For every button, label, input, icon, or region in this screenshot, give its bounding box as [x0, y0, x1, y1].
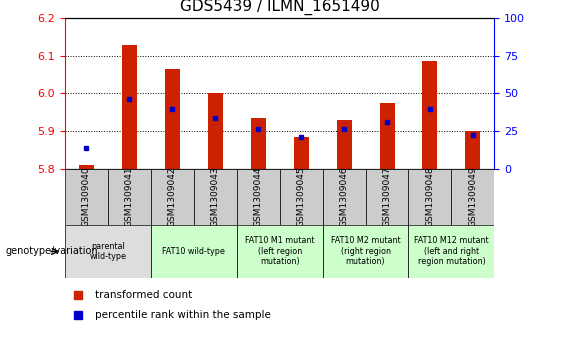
Bar	[165, 69, 180, 169]
Text: FAT10 M2 mutant
(right region
mutation): FAT10 M2 mutant (right region mutation)	[331, 236, 401, 266]
Bar	[323, 225, 408, 278]
Bar	[151, 225, 237, 278]
Bar	[451, 169, 494, 225]
Text: parental
wild-type: parental wild-type	[89, 242, 127, 261]
Text: genotype/variation: genotype/variation	[6, 246, 98, 256]
Bar	[323, 169, 366, 225]
Bar	[408, 169, 451, 225]
Bar	[151, 169, 194, 225]
Bar	[208, 94, 223, 169]
Bar	[65, 225, 151, 278]
Text: GSM1309049: GSM1309049	[468, 167, 477, 227]
Text: GSM1309047: GSM1309047	[383, 167, 392, 227]
Text: FAT10 wild-type: FAT10 wild-type	[162, 247, 225, 256]
Text: GSM1309040: GSM1309040	[82, 167, 91, 227]
Title: GDS5439 / ILMN_1651490: GDS5439 / ILMN_1651490	[180, 0, 380, 15]
Bar	[237, 169, 280, 225]
Text: GSM1309044: GSM1309044	[254, 167, 263, 227]
Text: GSM1309048: GSM1309048	[425, 167, 434, 227]
Text: FAT10 M1 mutant
(left region
mutation): FAT10 M1 mutant (left region mutation)	[245, 236, 315, 266]
Bar	[122, 45, 137, 169]
Bar	[194, 169, 237, 225]
Bar	[108, 169, 151, 225]
Bar	[366, 169, 408, 225]
Text: transformed count: transformed count	[95, 290, 192, 299]
Bar	[237, 225, 323, 278]
Text: FAT10 M12 mutant
(left and right
region mutation): FAT10 M12 mutant (left and right region …	[414, 236, 489, 266]
Bar	[337, 120, 351, 169]
Text: GSM1309043: GSM1309043	[211, 167, 220, 227]
Text: GSM1309046: GSM1309046	[340, 167, 349, 227]
Bar	[408, 225, 494, 278]
Bar	[280, 169, 323, 225]
Bar	[65, 169, 108, 225]
Text: GSM1309042: GSM1309042	[168, 167, 177, 227]
Bar	[423, 61, 437, 169]
Bar	[79, 165, 94, 169]
Text: GSM1309041: GSM1309041	[125, 167, 134, 227]
Bar	[294, 137, 308, 169]
Bar	[251, 118, 266, 169]
Bar	[466, 131, 480, 169]
Text: percentile rank within the sample: percentile rank within the sample	[95, 310, 271, 320]
Text: GSM1309045: GSM1309045	[297, 167, 306, 227]
Bar	[380, 103, 394, 169]
